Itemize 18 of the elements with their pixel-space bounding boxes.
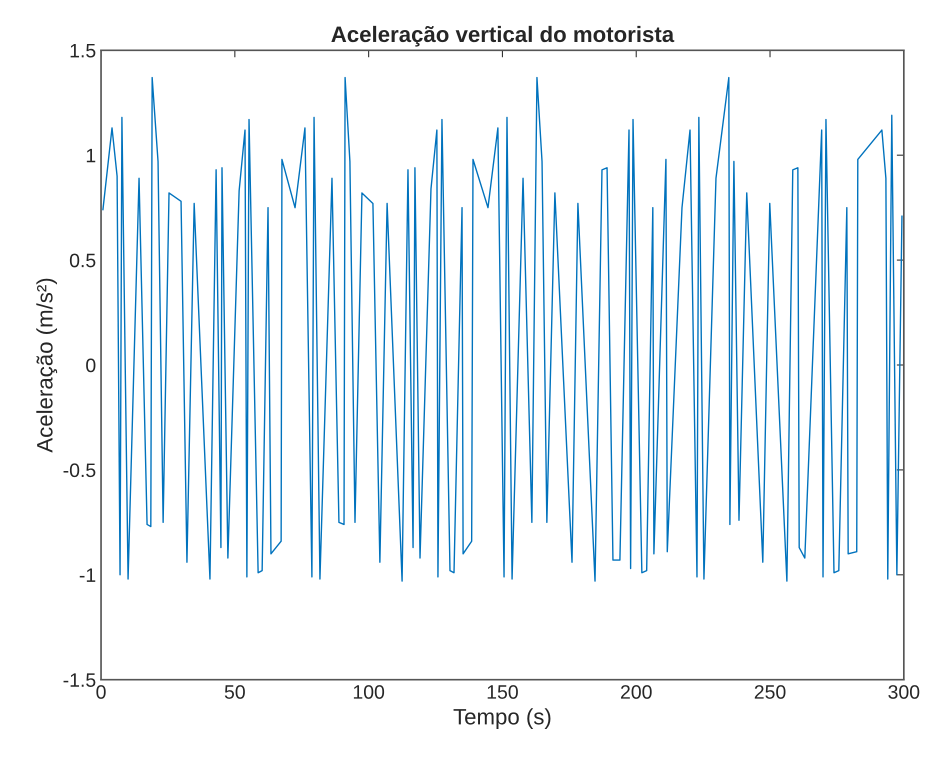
x-tick-label: 200 bbox=[620, 685, 652, 699]
x-tick-label: 150 bbox=[488, 685, 518, 699]
x-tick-label: 50 bbox=[224, 685, 245, 699]
y-axis-title: Aceleração (m/s²) bbox=[36, 278, 58, 453]
x-tick-label: 250 bbox=[754, 685, 786, 699]
y-tick-label: 1 bbox=[86, 148, 96, 162]
x-axis-title: Tempo (s) bbox=[454, 708, 550, 729]
x-tick-label: 100 bbox=[354, 685, 384, 699]
line-series bbox=[102, 76, 903, 582]
y-tick-label: 0.5 bbox=[70, 254, 96, 268]
x-tick-label: 300 bbox=[888, 685, 920, 699]
y-tick-label: 1.5 bbox=[70, 44, 96, 58]
y-tick-label: 0 bbox=[86, 358, 96, 372]
x-tick-label: 0 bbox=[96, 685, 106, 699]
y-tick-label: -1 bbox=[80, 568, 96, 582]
y-tick-label: -0.5 bbox=[64, 463, 96, 478]
y-tick-label: -1.5 bbox=[64, 673, 96, 687]
chart-title: Aceleração vertical do motorista bbox=[331, 26, 674, 47]
